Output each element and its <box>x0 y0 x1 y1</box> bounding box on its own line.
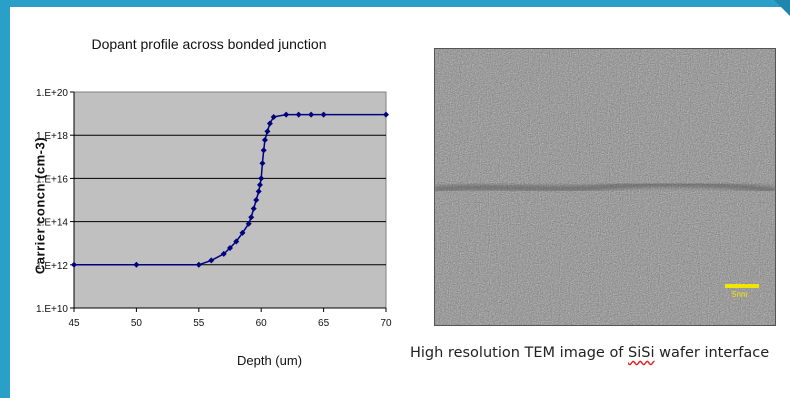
caption-text-start: High resolution TEM image of <box>410 345 629 361</box>
x-tick-label: 55 <box>193 318 205 329</box>
x-tick-label: 50 <box>131 318 143 329</box>
caption-flagged-word: SiSi <box>628 345 655 361</box>
x-tick-label: 65 <box>318 318 330 329</box>
y-tick-label: 1.E+20 <box>36 88 68 99</box>
data-point <box>266 120 273 127</box>
plot-background <box>73 91 387 309</box>
data-point <box>227 244 233 251</box>
data-point <box>250 205 257 212</box>
data-point <box>253 197 260 203</box>
data-point <box>308 111 315 118</box>
data-point <box>270 113 277 120</box>
y-tick-label: 1.E+14 <box>36 218 68 229</box>
x-tick-label: 45 <box>68 318 80 329</box>
data-point <box>295 111 302 118</box>
data-point <box>383 111 389 118</box>
data-point <box>220 250 227 257</box>
data-point <box>208 257 215 264</box>
y-tick-label: 1.E+10 <box>36 304 68 315</box>
data-point <box>264 128 271 135</box>
y-tick-label: 1.E+18 <box>36 131 68 142</box>
tem-image: 5nm <box>434 48 776 326</box>
tem-caption: High resolution TEM image of SiSi wafer … <box>410 345 769 361</box>
data-point <box>258 175 265 182</box>
data-point <box>260 147 267 154</box>
data-point <box>245 220 252 227</box>
data-point <box>71 261 77 268</box>
data-point <box>233 238 240 245</box>
data-point <box>259 160 266 167</box>
x-tick-label: 70 <box>380 318 392 329</box>
data-point <box>239 229 246 236</box>
scale-bar-label: 5nm <box>732 290 748 299</box>
data-point <box>261 136 268 143</box>
data-point <box>133 261 140 268</box>
data-point <box>320 111 327 118</box>
corner-accent <box>774 0 790 16</box>
y-tick-label: 1.E+12 <box>36 261 68 272</box>
x-tick-label: 60 <box>256 318 268 329</box>
data-point <box>256 181 263 188</box>
data-point <box>248 214 255 221</box>
tem-texture <box>435 49 775 325</box>
data-point <box>283 111 290 118</box>
data-point <box>195 261 202 268</box>
scale-bar <box>725 284 759 288</box>
chart-title: Dopant profile across bonded junction <box>91 36 327 52</box>
left-accent-bar <box>0 0 10 398</box>
y-tick-label: 1.E+16 <box>36 174 68 185</box>
caption-text-end: wafer interface <box>654 345 770 361</box>
plot-area: 1.E+10 1.E+12 1.E+14 1.E+16 1.E+18 1.E+20 45 50… <box>36 88 392 329</box>
dopant-profile-chart: Dopant profile across bonded junction Ca… <box>12 28 402 378</box>
x-axis-label: Depth (um) <box>237 353 303 368</box>
interface-line <box>435 181 775 193</box>
top-accent-bar <box>0 0 790 7</box>
